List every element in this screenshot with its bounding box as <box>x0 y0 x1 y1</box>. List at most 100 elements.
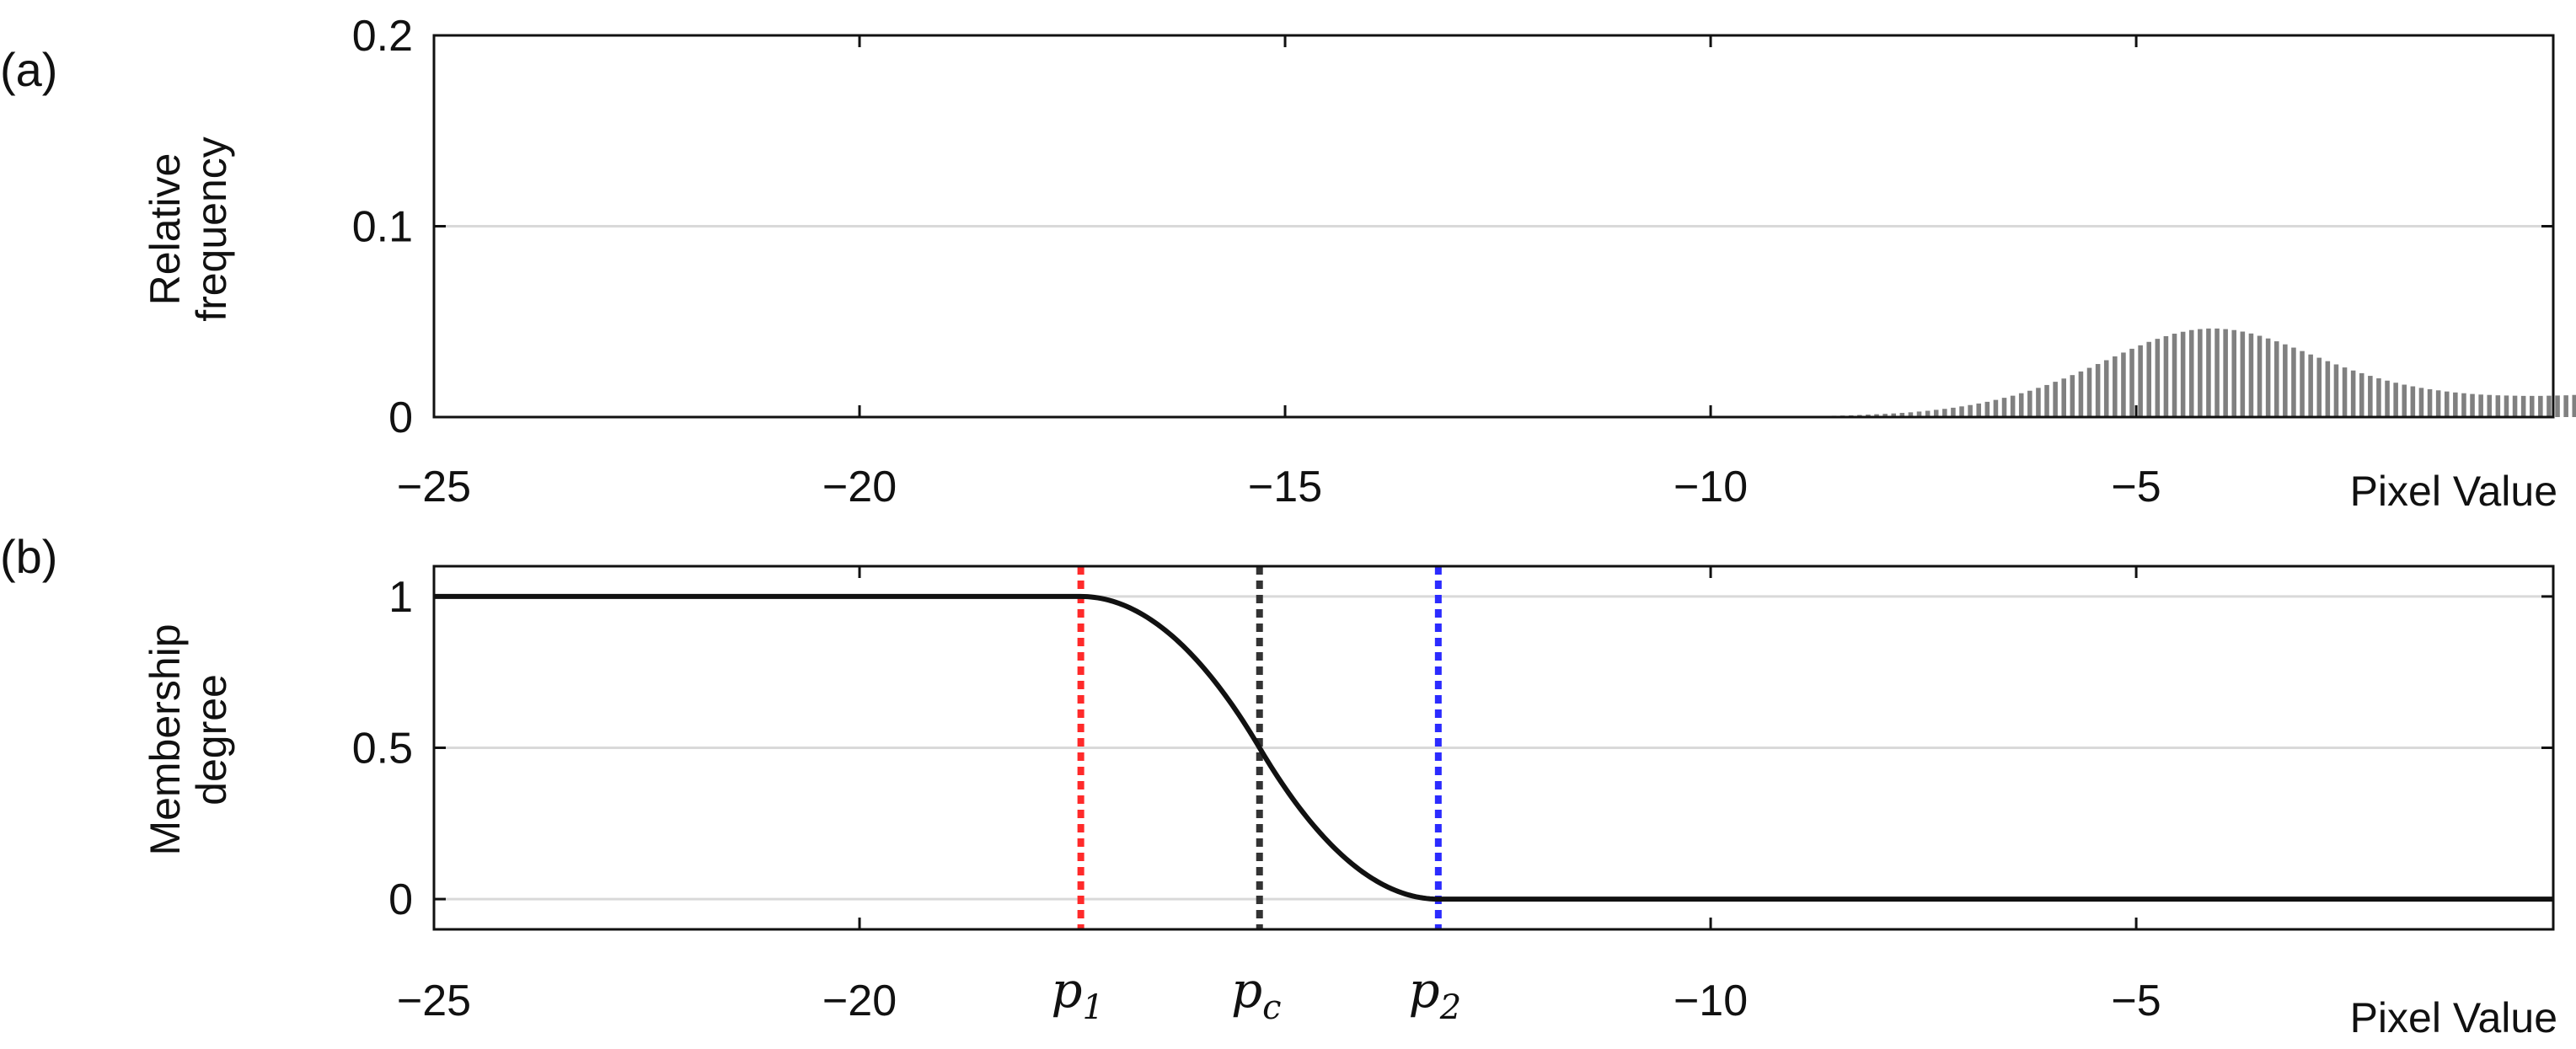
histogram-bar <box>2231 330 2236 417</box>
histogram-bar <box>2326 361 2331 417</box>
membership-ytick-label: 0.5 <box>352 725 413 773</box>
threshold-label-p1: p1 <box>1051 961 1104 1027</box>
histogram-bar <box>2121 352 2126 417</box>
histogram-xtick-label: −25 <box>397 463 471 511</box>
threshold-label-p2: p2 <box>1409 961 1462 1027</box>
threshold-label-subscript: 2 <box>1439 988 1461 1027</box>
histogram-xtick-label: −10 <box>1674 463 1748 511</box>
histogram-bar <box>2385 381 2390 417</box>
histogram-bar <box>2172 334 2177 417</box>
histogram-bar <box>2402 385 2407 418</box>
histogram-bar <box>2343 367 2348 417</box>
histogram-bar <box>2164 336 2169 417</box>
histogram-bar <box>2257 336 2263 417</box>
histogram-bar <box>1968 405 1973 417</box>
histogram-bar <box>2538 396 2543 417</box>
threshold-label-pc: pc <box>1231 961 1282 1027</box>
histogram-bar <box>2002 398 2007 417</box>
histogram-bar <box>2308 355 2313 417</box>
histogram-bar <box>2547 396 2552 417</box>
histogram-bar <box>2027 391 2032 417</box>
histogram-bar <box>2104 361 2109 418</box>
histogram-bar <box>2487 395 2492 417</box>
histogram-bar <box>2445 392 2450 417</box>
histogram-bar <box>2504 395 2509 417</box>
histogram-xlabel: Pixel Value <box>2350 468 2557 515</box>
histogram-bar <box>1959 406 1964 417</box>
membership-ylabel-line1: Membership <box>142 624 189 855</box>
threshold-label-subscript: 1 <box>1082 988 1103 1027</box>
histogram-bar <box>2513 396 2518 417</box>
histogram-bar <box>2368 376 2373 417</box>
threshold-label-base: p <box>1051 961 1082 1019</box>
histogram-bar <box>2019 393 2024 417</box>
panel-label-b: (b) <box>0 530 57 583</box>
histogram-bar <box>2206 329 2211 417</box>
histogram-bar <box>2334 364 2339 417</box>
histogram-bar <box>1951 408 1956 417</box>
histogram-bar <box>2478 394 2483 417</box>
histogram-bar <box>2156 339 2161 417</box>
histogram-bar <box>2249 334 2254 417</box>
histogram-bar <box>2351 371 2356 417</box>
histogram-bar <box>2283 345 2288 417</box>
histogram-bar <box>2011 396 2016 417</box>
histogram-bar <box>2291 348 2296 417</box>
histogram-bar <box>2419 388 2424 417</box>
histogram-bar <box>2096 364 2101 417</box>
membership-ticks: −25−20−10−500.51 <box>352 566 2553 1025</box>
histogram-bar <box>2223 329 2228 417</box>
histogram-bar <box>2146 342 2151 417</box>
histogram-ylabel-line1: Relative <box>142 153 189 306</box>
histogram-bar <box>2521 396 2526 417</box>
histogram-bar <box>2411 387 2416 417</box>
histogram-bar <box>2215 329 2220 417</box>
histogram-bar <box>1994 400 1999 417</box>
histogram-bar <box>2393 383 2398 417</box>
histogram-ticks: −25−20−15−10−500.10.2 <box>352 12 2553 511</box>
threshold-label-subscript: c <box>1262 988 1281 1027</box>
histogram-xtick-label: −5 <box>2111 463 2161 511</box>
threshold-label-base: p <box>1231 961 1262 1019</box>
membership-y-axis-title: Membership degree <box>142 624 235 855</box>
threshold-label-base: p <box>1409 961 1440 1019</box>
histogram-bar <box>2138 345 2143 417</box>
histogram-y-axis-title: Relative frequency <box>142 136 235 322</box>
histogram-bar <box>2453 393 2458 417</box>
histogram-bar <box>2129 349 2134 417</box>
histogram-bar <box>2036 388 2041 417</box>
histogram-bar <box>2266 339 2271 417</box>
histogram-bar <box>1985 402 1990 417</box>
histogram-bar <box>2189 330 2194 417</box>
histogram-ylabel-line2: frequency <box>188 136 235 322</box>
histogram-xtick-label: −15 <box>1248 463 1322 511</box>
histogram-bar <box>2061 378 2066 417</box>
histogram-bar <box>2070 375 2075 417</box>
histogram-bar <box>2113 356 2118 417</box>
histogram-bar <box>2436 390 2441 417</box>
histogram-gridlines <box>434 35 2553 227</box>
histogram-bar <box>2572 395 2576 417</box>
membership-xtick-label: −10 <box>1674 977 1748 1025</box>
histogram-bar <box>2181 332 2186 417</box>
histogram-bar <box>2470 394 2475 417</box>
histogram-bar <box>2053 382 2058 417</box>
histogram-bar <box>2087 368 2092 417</box>
histogram-xtick-label: −20 <box>822 463 897 511</box>
membership-ytick-label: 0 <box>388 875 413 924</box>
histogram-ytick-label: 0 <box>388 393 413 442</box>
histogram-ytick-label: 0.2 <box>352 12 413 61</box>
histogram-bar <box>2316 358 2322 417</box>
membership-ylabel-line2: degree <box>188 674 235 805</box>
histogram-bar <box>2359 373 2364 417</box>
histogram-bar <box>2079 372 2084 417</box>
histogram-bar <box>2496 395 2501 417</box>
membership-ytick-label: 1 <box>388 573 413 622</box>
histogram-bar <box>2274 341 2279 417</box>
histogram-bar <box>2376 378 2381 417</box>
histogram-bar <box>1976 404 1981 417</box>
